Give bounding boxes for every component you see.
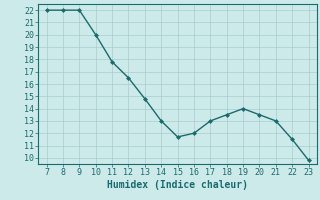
X-axis label: Humidex (Indice chaleur): Humidex (Indice chaleur)	[107, 180, 248, 190]
